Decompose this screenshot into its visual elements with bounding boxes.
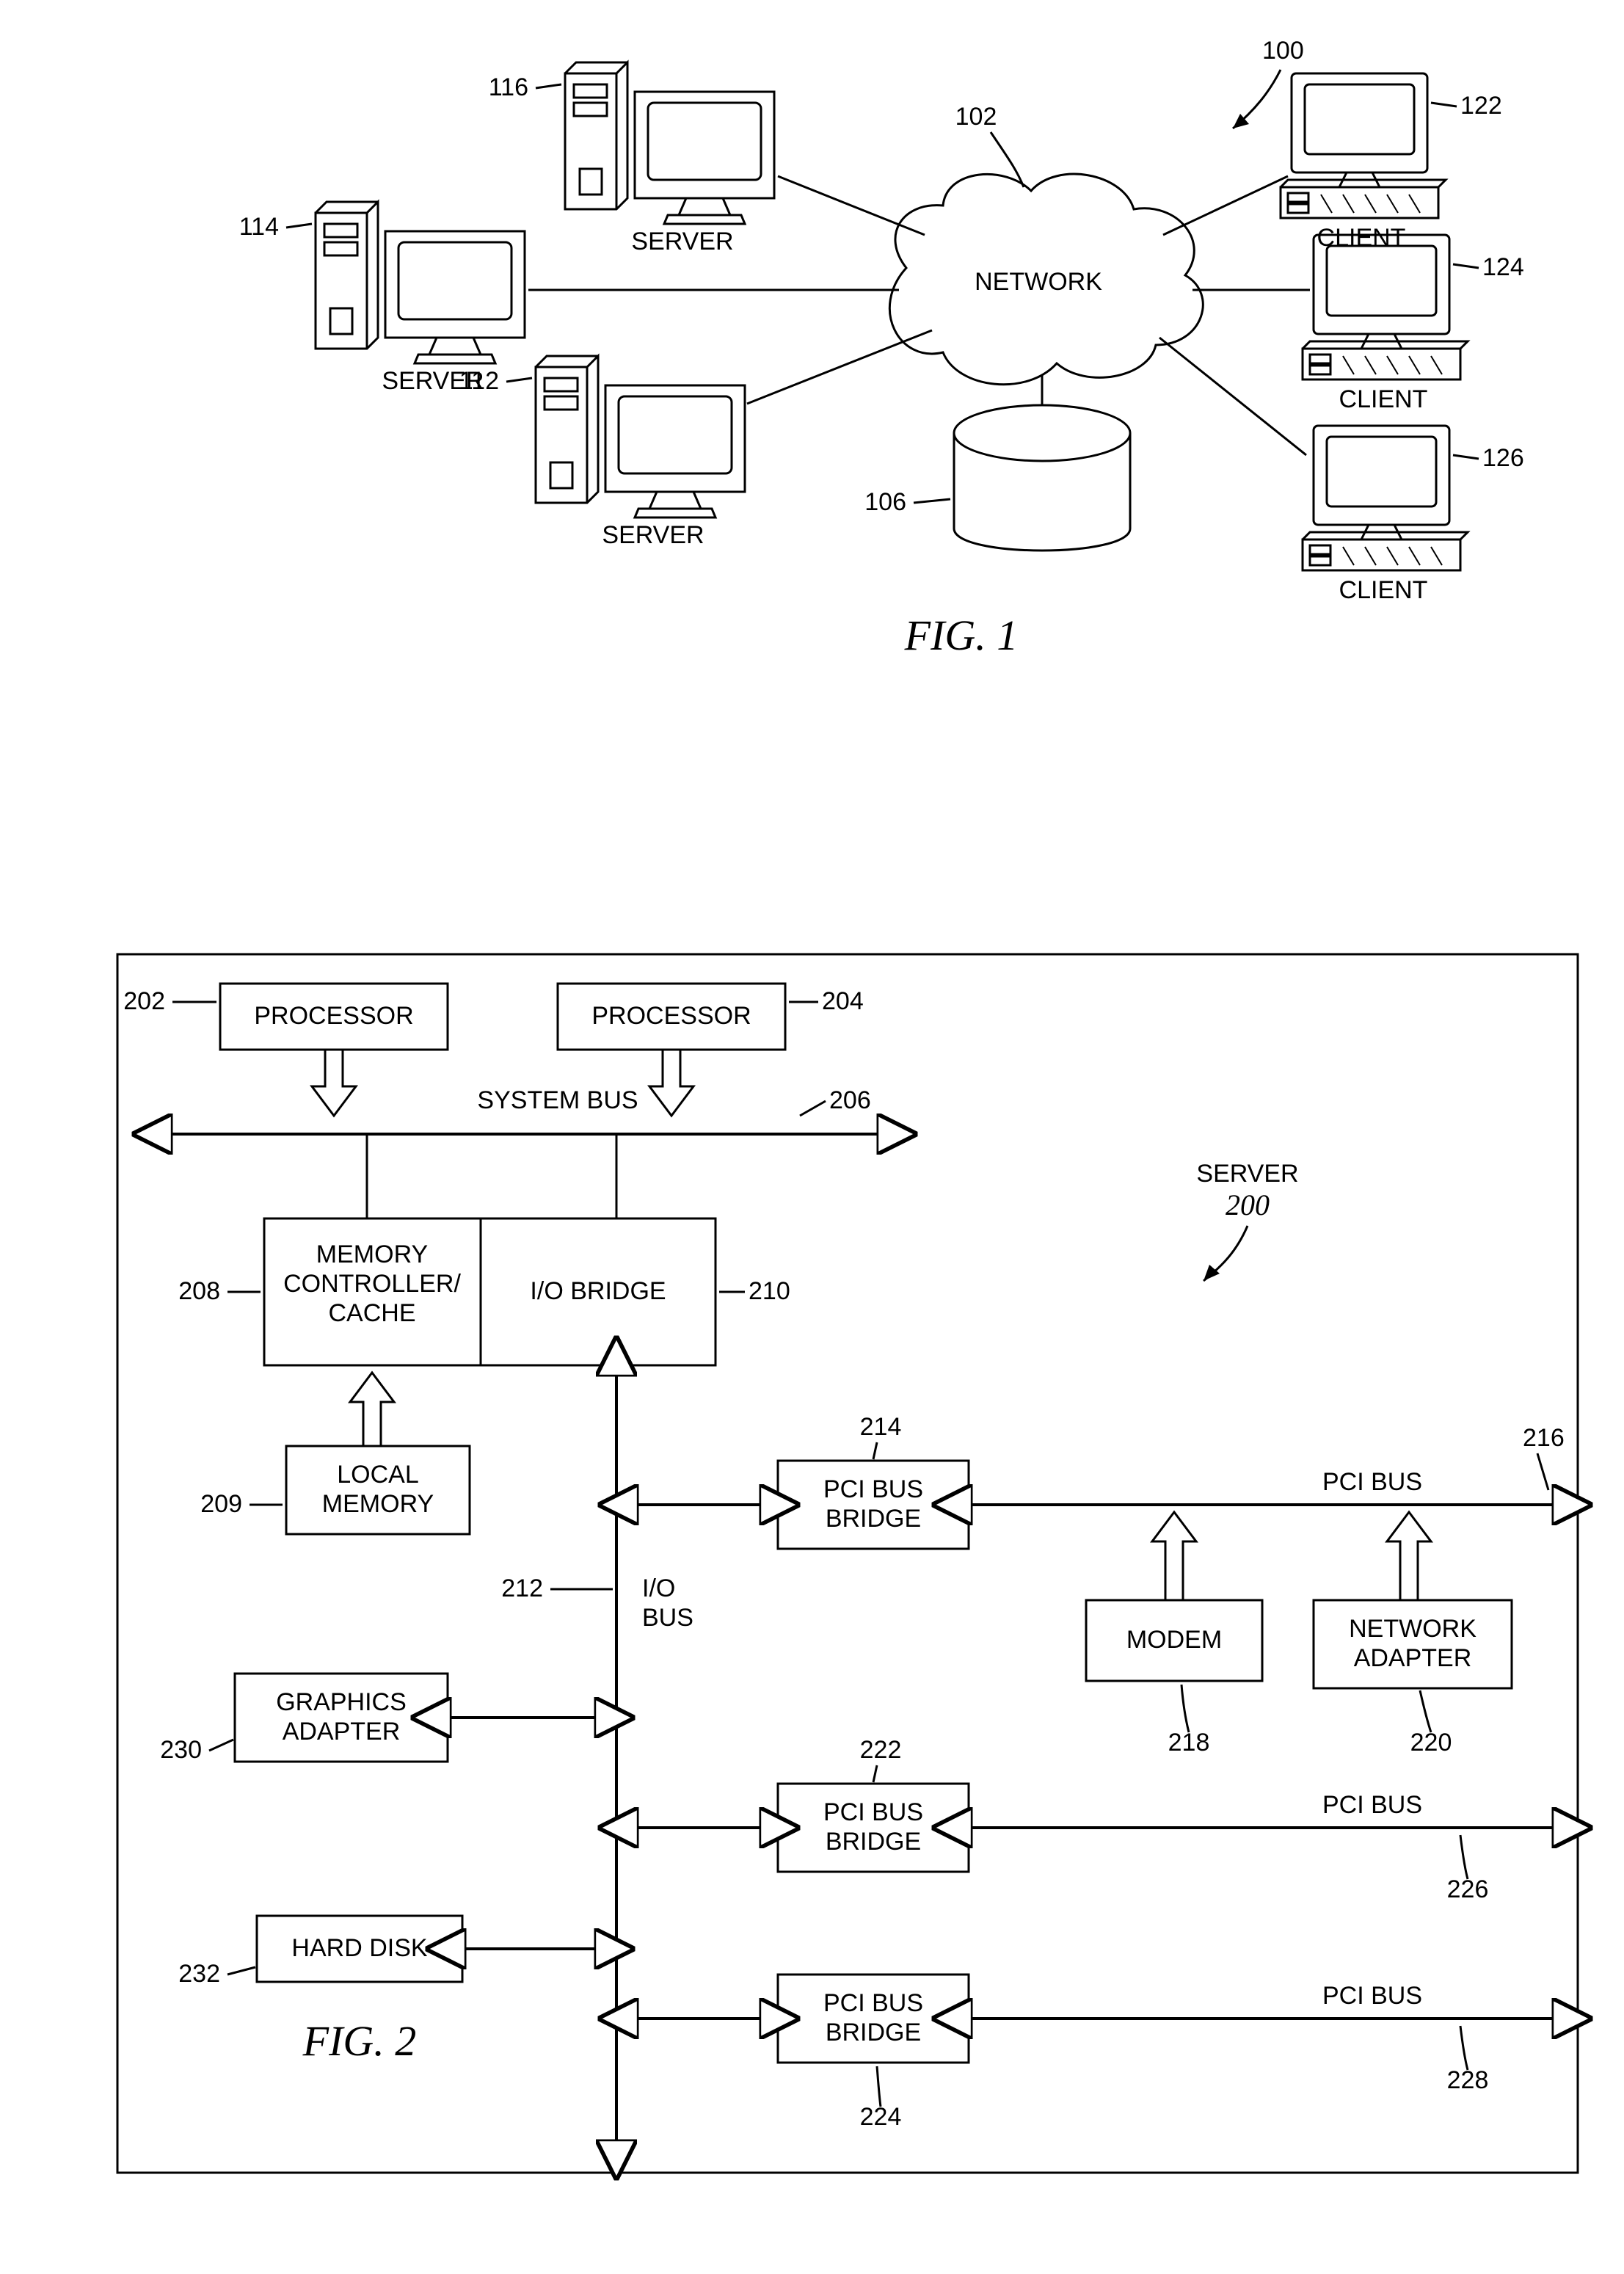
fig1: NETWORK 102 100 106 bbox=[239, 37, 1524, 659]
ref-122: 122 bbox=[1460, 92, 1502, 120]
ref-212: 212 bbox=[501, 1574, 543, 1602]
pci1-l1: PCI BUS bbox=[823, 1475, 923, 1503]
ref-218: 218 bbox=[1168, 1729, 1210, 1757]
pci-bus-2: PCI BUS bbox=[1322, 1791, 1422, 1819]
server-116 bbox=[565, 62, 774, 224]
memctrl-l2: CONTROLLER/ bbox=[283, 1270, 461, 1298]
iobridge-label: I/O BRIDGE bbox=[530, 1277, 666, 1305]
network-cloud: NETWORK bbox=[889, 174, 1203, 385]
client-122 bbox=[1281, 73, 1446, 218]
ref-208: 208 bbox=[178, 1277, 220, 1305]
fig2: SERVER 200 PROCESSOR 202 PROCESSOR 204 S… bbox=[117, 954, 1578, 2173]
ref-216: 216 bbox=[1523, 1424, 1565, 1452]
proc1-label: PROCESSOR bbox=[254, 1002, 413, 1030]
ref-222: 222 bbox=[860, 1736, 902, 1764]
ref-210: 210 bbox=[749, 1277, 790, 1305]
ref-224: 224 bbox=[860, 2103, 902, 2131]
ref-228: 228 bbox=[1447, 2066, 1489, 2094]
client-126 bbox=[1303, 426, 1468, 570]
server-112 bbox=[536, 356, 745, 517]
pci2-l1: PCI BUS bbox=[823, 1798, 923, 1826]
pci1-l2: BRIDGE bbox=[826, 1505, 921, 1533]
ref-106: 106 bbox=[864, 488, 906, 516]
ref-232: 232 bbox=[178, 1960, 220, 1988]
system-bus-label: SYSTEM BUS bbox=[477, 1086, 638, 1114]
ref-202: 202 bbox=[123, 987, 165, 1015]
server-112-label: SERVER bbox=[602, 521, 704, 549]
memctrl-l3: CACHE bbox=[328, 1299, 415, 1327]
pci3-l1: PCI BUS bbox=[823, 1989, 923, 2017]
pci-bus-1: PCI BUS bbox=[1322, 1468, 1422, 1496]
ref-204: 204 bbox=[822, 987, 864, 1015]
graphics-l2: ADAPTER bbox=[283, 1718, 401, 1746]
modem-label: MODEM bbox=[1126, 1626, 1222, 1654]
netadapter-l2: ADAPTER bbox=[1354, 1644, 1472, 1672]
pci-bus-3: PCI BUS bbox=[1322, 1982, 1422, 2010]
graphics-l1: GRAPHICS bbox=[276, 1688, 407, 1716]
storage-cylinder bbox=[954, 405, 1130, 551]
netadapter-l1: NETWORK bbox=[1349, 1615, 1476, 1643]
pci3-l2: BRIDGE bbox=[826, 2019, 921, 2046]
client-124-label: CLIENT bbox=[1339, 385, 1428, 413]
client-122-label: CLIENT bbox=[1317, 224, 1406, 252]
client-126-label: CLIENT bbox=[1339, 576, 1428, 604]
iobus-l1: I/O bbox=[642, 1574, 675, 1602]
ref-230: 230 bbox=[160, 1736, 202, 1764]
ref-116: 116 bbox=[489, 73, 528, 101]
server-116-label: SERVER bbox=[631, 228, 733, 255]
server-114 bbox=[316, 202, 525, 363]
ref-220: 220 bbox=[1410, 1729, 1452, 1757]
memctrl-l1: MEMORY bbox=[316, 1240, 428, 1268]
server-label: SERVER bbox=[1196, 1160, 1298, 1188]
diagram-canvas: NETWORK 102 100 106 bbox=[0, 0, 1624, 2274]
pci2-l2: BRIDGE bbox=[826, 1828, 921, 1856]
ref-209: 209 bbox=[200, 1490, 242, 1518]
proc2-label: PROCESSOR bbox=[591, 1002, 751, 1030]
fig1-title: FIG. 1 bbox=[904, 611, 1019, 659]
fig2-title: FIG. 2 bbox=[302, 2017, 417, 2065]
harddisk-label: HARD DISK bbox=[291, 1934, 427, 1962]
localmem-l2: MEMORY bbox=[322, 1490, 434, 1518]
ref-112: 112 bbox=[459, 367, 499, 395]
localmem-l1: LOCAL bbox=[337, 1461, 419, 1489]
iobus-l2: BUS bbox=[642, 1604, 693, 1632]
ref-200: 200 bbox=[1226, 1188, 1270, 1221]
ref-226: 226 bbox=[1447, 1875, 1489, 1903]
ref-214: 214 bbox=[860, 1413, 902, 1441]
ref-124: 124 bbox=[1482, 253, 1524, 281]
ref-114: 114 bbox=[239, 213, 279, 241]
ref-100: 100 bbox=[1262, 37, 1304, 65]
ref-102: 102 bbox=[955, 103, 997, 131]
network-label: NETWORK bbox=[975, 268, 1102, 296]
ref-206: 206 bbox=[829, 1086, 871, 1114]
client-124 bbox=[1303, 235, 1468, 379]
ref-126: 126 bbox=[1482, 444, 1524, 472]
